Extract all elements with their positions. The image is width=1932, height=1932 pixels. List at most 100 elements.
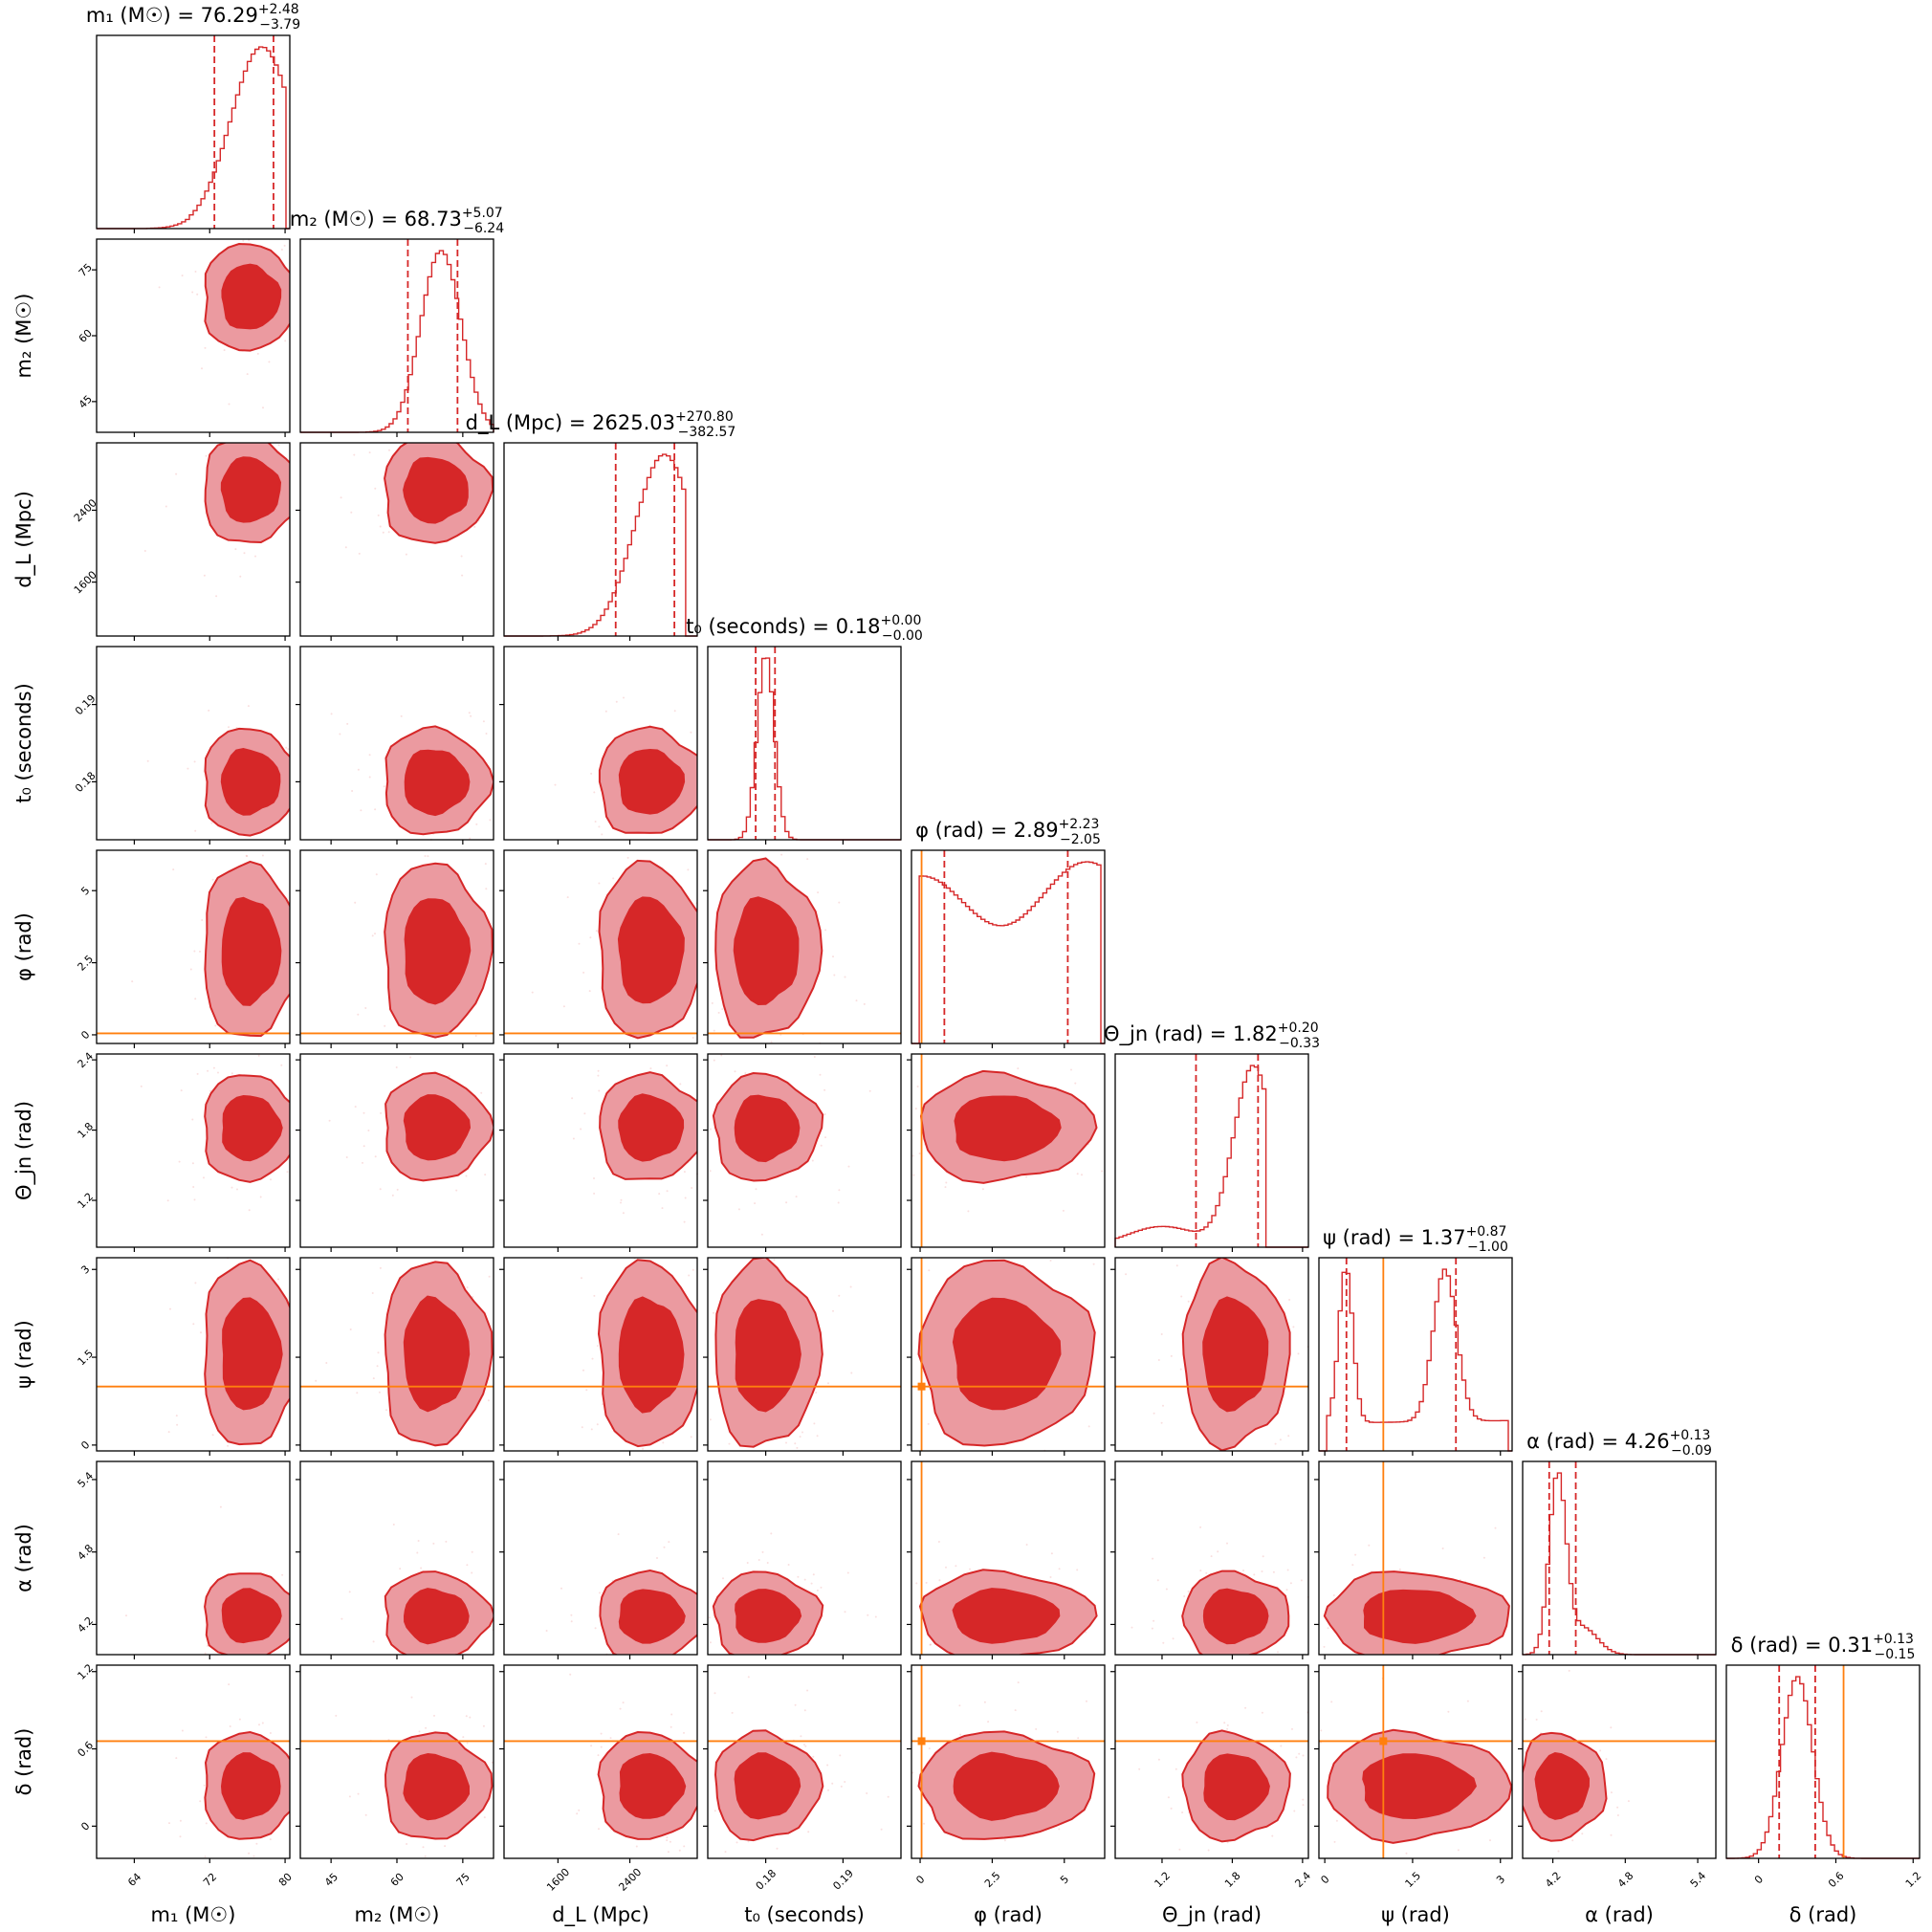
sample-point xyxy=(806,1689,809,1692)
sample-point xyxy=(812,1573,815,1576)
sample-point xyxy=(362,1111,365,1114)
y-axis-label-alpha: α (rad) xyxy=(12,1524,35,1592)
title-plus: +2.23 xyxy=(1059,817,1100,832)
sample-point xyxy=(688,1274,691,1277)
sample-point xyxy=(1494,1526,1497,1529)
sample-point xyxy=(794,1442,797,1445)
sample-point xyxy=(396,1188,399,1191)
sample-point xyxy=(239,575,242,578)
sample-point xyxy=(482,720,485,723)
sample-point xyxy=(380,1111,383,1114)
sample-point xyxy=(714,1810,716,1812)
title-minus: −1.00 xyxy=(1467,1240,1508,1255)
sample-point xyxy=(560,1587,562,1590)
sample-point xyxy=(406,1843,408,1845)
sample-point xyxy=(1291,1727,1293,1730)
sample-point xyxy=(684,1197,687,1199)
panel-frame xyxy=(911,849,1106,1044)
sample-point xyxy=(1025,1544,1028,1546)
sample-point xyxy=(281,1573,284,1576)
sample-point xyxy=(1170,1354,1173,1357)
contour-inner xyxy=(222,1589,281,1643)
contour-inner xyxy=(1204,1754,1269,1820)
sample-point xyxy=(348,1795,351,1798)
sample-point xyxy=(1014,1709,1017,1712)
contour-inner-line xyxy=(617,896,685,1004)
sample-point xyxy=(679,1083,682,1086)
sample-point xyxy=(1076,1173,1079,1175)
sample-point xyxy=(578,1809,581,1811)
sample-point xyxy=(379,1188,382,1191)
sample-point xyxy=(358,552,361,555)
diag-title-phi: φ (rad) = 2.89+2.23 −2.05 xyxy=(915,817,1101,847)
sample-point xyxy=(720,1054,723,1057)
sample-point xyxy=(683,1845,686,1848)
panel-t0-delta: 0.18 0.19 xyxy=(703,1664,902,1893)
sample-point xyxy=(572,1137,575,1140)
sample-point xyxy=(196,1072,199,1075)
sample-point xyxy=(595,930,598,933)
sample-point xyxy=(286,1171,289,1174)
sample-point xyxy=(944,1186,947,1189)
sample-point xyxy=(760,1233,763,1236)
sample-point xyxy=(1017,1681,1020,1684)
sample-point xyxy=(354,901,357,904)
contour-inner-line xyxy=(618,748,686,815)
title-minus: −2.05 xyxy=(1060,832,1101,847)
sample-point xyxy=(1271,1834,1274,1837)
sample-point xyxy=(713,1311,714,1314)
x-axis-label-theta_jn: Θ_jn (rad) xyxy=(1162,1903,1262,1927)
diag-title-m2: m₂ (M☉) = 68.73+5.07 −6.24 xyxy=(290,206,504,236)
sample-point xyxy=(609,1737,612,1740)
sample-point xyxy=(191,291,194,294)
sample-point xyxy=(1489,1839,1491,1842)
sample-point xyxy=(379,525,382,528)
sample-point xyxy=(252,1855,255,1857)
sample-point xyxy=(570,1620,573,1623)
sample-point xyxy=(196,293,199,296)
x-axis-label-m2: m₂ (M☉) xyxy=(355,1903,440,1926)
panel-phi-theta_jn xyxy=(907,1053,1106,1252)
title-main: m₂ (M☉) = 68.73 xyxy=(290,208,462,231)
title-main: m₁ (M☉) = 76.29 xyxy=(86,4,258,27)
sample-point xyxy=(666,1836,669,1839)
sample-point xyxy=(622,1701,625,1704)
sample-point xyxy=(357,768,360,771)
contour-inner xyxy=(955,1096,1061,1161)
sample-point xyxy=(1058,1568,1061,1570)
contour-outer-line xyxy=(384,725,494,836)
sample-point xyxy=(277,1278,279,1281)
sample-point xyxy=(1287,1435,1290,1438)
panel-m2-phi xyxy=(296,849,494,1048)
y-axis-label-delta: δ (rad) xyxy=(12,1728,35,1796)
contour-inner-line xyxy=(404,898,472,1005)
sample-point xyxy=(384,1024,386,1027)
sample-point xyxy=(167,1431,170,1434)
sample-point xyxy=(248,1209,251,1212)
diag-title-theta_jn: Θ_jn (rad) = 1.82+0.20 −0.33 xyxy=(1104,1021,1320,1051)
sample-point xyxy=(981,1188,984,1191)
contour-outer-line xyxy=(204,1074,290,1183)
title-minus: −0.33 xyxy=(1279,1036,1320,1051)
sample-point xyxy=(1070,1068,1072,1071)
sample-point xyxy=(1292,1326,1295,1328)
sample-point xyxy=(593,1177,595,1179)
sample-point xyxy=(400,714,403,717)
contour-outer-line xyxy=(714,857,823,1039)
contour-inner-line xyxy=(1363,1589,1477,1644)
x-tick-label: 0 xyxy=(1752,1873,1766,1886)
sample-point xyxy=(207,1644,209,1647)
sample-point xyxy=(269,1732,272,1734)
contour-outer-line xyxy=(712,1071,824,1182)
sample-point xyxy=(280,249,283,251)
sample-point xyxy=(1162,1641,1165,1644)
panel-frame xyxy=(1725,1664,1921,1859)
sample-point xyxy=(1540,1710,1543,1713)
contour-inner xyxy=(223,1096,282,1161)
title-main: α (rad) = 4.26 xyxy=(1526,1430,1669,1453)
y-axis-label-dL: d_L (Mpc) xyxy=(12,491,36,588)
sample-point xyxy=(594,821,597,823)
x-tick-label: 1.2 xyxy=(1153,1870,1174,1891)
sample-point xyxy=(1351,1564,1354,1567)
sample-point xyxy=(1156,1579,1159,1582)
